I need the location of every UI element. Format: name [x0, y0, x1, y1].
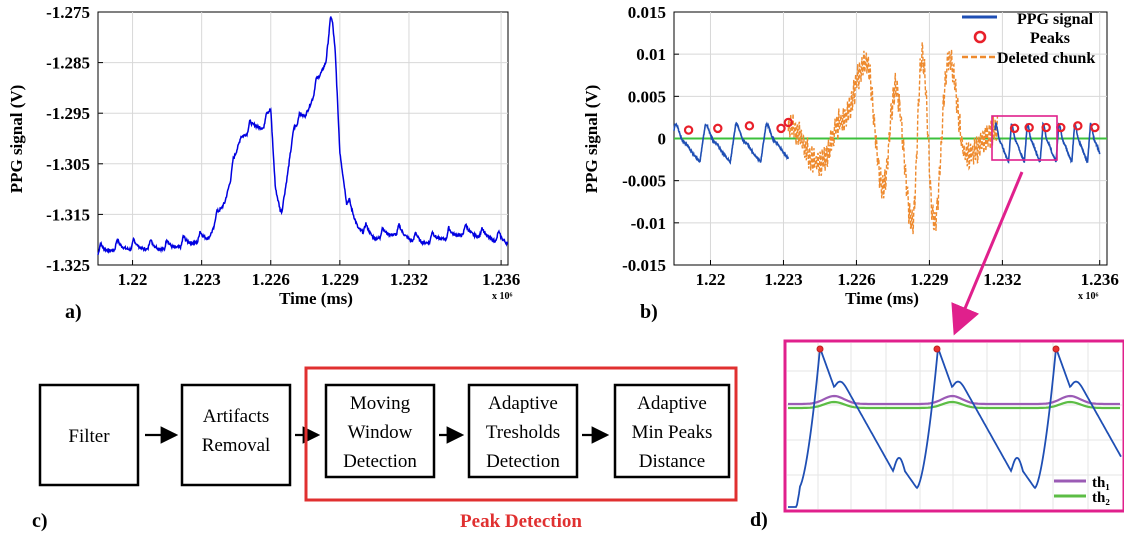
b-ytick-label: 0: [658, 130, 667, 149]
panel-a-plot-area: [97, 11, 509, 266]
peak-marker: [776, 123, 786, 134]
a-xtick-label: 1.226: [252, 270, 290, 289]
b-xtick-label: 1.223: [764, 270, 802, 289]
panel-b-ppg-line-left: [673, 121, 790, 165]
a-ytick-label: -1.275: [46, 3, 90, 22]
panel-d-peak-marker: [1052, 345, 1060, 353]
peak-marker: [744, 121, 755, 131]
box-moving-window-line3: Detection: [343, 451, 417, 472]
box-adaptive-tresholds-detection: [467, 383, 579, 479]
peak-marker: [713, 123, 723, 134]
peak-marker: [1024, 122, 1034, 133]
b-xtick-label: 1.232: [983, 270, 1021, 289]
a-ytick-label: -1.315: [46, 205, 90, 224]
legend-deleted-chunk-label: Deleted chunk: [997, 50, 1095, 67]
a-xtick-label: 1.229: [321, 270, 359, 289]
b-xtick-label: 1.229: [910, 270, 948, 289]
peak-marker: [783, 117, 794, 128]
panel-a-y-ticks: -1.275 -1.285 -1.295 -1.305 -1.315 -1.325: [46, 3, 90, 275]
panel-a: -1.275 -1.285 -1.295 -1.305 -1.315 -1.325 1.2…: [7, 3, 520, 323]
box-filter: [38, 383, 140, 487]
b-ytick-label: 0.015: [628, 3, 666, 22]
peak-marker: [1090, 122, 1100, 133]
panel-a-xlabel: Time (ms): [279, 289, 353, 308]
panel-b-deleted-chunk-line: [787, 42, 999, 235]
b-ytick-label: -0.015: [622, 256, 666, 275]
legend-ppg-signal-label: PPG signal: [1017, 11, 1094, 28]
box-adaptive-tresholds-line2: Tresholds: [486, 422, 560, 443]
b-xtick-label: 1.226: [837, 270, 875, 289]
panel-b-highlight-box: [991, 115, 1058, 161]
panel-d-label: d): [750, 509, 768, 531]
b-ytick-label: -0.01: [631, 214, 666, 233]
b-xtick-label: 1.236: [1081, 270, 1119, 289]
panel-d-frame: [783, 339, 1124, 513]
panel-d-grid: [787, 343, 1122, 509]
peak-marker: [1009, 123, 1020, 134]
panel-d-peaks: [816, 345, 1060, 353]
panel-d-peak-marker: [933, 345, 941, 353]
box-min-peaks-line3: Distance: [639, 451, 705, 472]
legend-th2-label: th₂: [1092, 490, 1110, 506]
panel-d-th1-line: [788, 394, 1120, 406]
panel-b-xlabel: Time (ms): [845, 289, 919, 308]
b-ytick-label: 0.01: [636, 45, 666, 64]
a-xtick-label: 1.236: [482, 270, 520, 289]
panel-b-x-multiplier: x 10⁶: [1078, 291, 1099, 302]
box-moving-window-detection: [324, 383, 436, 479]
a-xtick-label: 1.223: [183, 270, 221, 289]
box-filter-label: Filter: [68, 426, 110, 447]
panel-a-x-multiplier: x 10⁶: [492, 291, 513, 302]
zoom-arrow: [951, 171, 1024, 336]
a-ytick-label: -1.285: [46, 54, 90, 73]
box-artifacts-removal-line2: Removal: [202, 435, 271, 456]
panel-b-ylabel: PPG signal (V): [582, 85, 601, 194]
box-adaptive-tresholds-line1: Adaptive: [488, 393, 558, 414]
panel-a-x-ticks: 1.22 1.223 1.226 1.229 1.232 1.236: [118, 270, 521, 289]
panel-b-x-ticks: 1.22 1.223 1.226 1.229 1.232 1.236: [696, 270, 1119, 289]
panel-a-label: a): [65, 301, 82, 323]
box-adaptive-tresholds-line3: Detection: [486, 451, 560, 472]
panel-d-th2-line: [788, 400, 1120, 410]
a-ytick-label: -1.305: [46, 155, 90, 174]
box-min-peaks-line1: Adaptive: [637, 393, 707, 414]
b-ytick-label: -0.005: [622, 172, 666, 191]
panel-b-y-ticks: 0.015 0.01 0.005 0 -0.005 -0.01 -0.015: [622, 3, 666, 275]
panel-d-ppg-line: [788, 347, 1122, 508]
box-moving-window-line2: Window: [348, 422, 413, 443]
b-ytick-label: 0.005: [628, 87, 666, 106]
peak-marker: [683, 125, 694, 135]
panel-a-ylabel: PPG signal (V): [7, 85, 26, 194]
b-xtick-label: 1.22: [696, 270, 726, 289]
legend-peaks-label: Peaks: [1030, 30, 1070, 47]
legend-th1-label: th₁: [1092, 475, 1110, 491]
a-xtick-label: 1.22: [118, 270, 148, 289]
peak-detection-group: [304, 366, 738, 502]
peak-detection-label: Peak Detection: [460, 511, 582, 532]
panel-d: th₁ th₂ d): [750, 339, 1124, 531]
panel-d-peak-marker: [816, 345, 824, 353]
box-moving-window-line1: Moving: [350, 393, 411, 414]
panel-b-peaks: [683, 117, 1100, 135]
a-xtick-label: 1.232: [390, 270, 428, 289]
panel-b-label: b): [640, 301, 658, 323]
a-ytick-label: -1.325: [46, 256, 90, 275]
box-artifacts-removal-line1: Artifacts: [203, 406, 269, 427]
legend-peaks-swatch: [973, 30, 987, 44]
box-artifacts-removal: [180, 383, 292, 487]
panel-c: Filter Artifacts Removal Moving Window D…: [32, 366, 738, 532]
panel-b-legend: PPG signal Peaks Deleted chunk: [962, 11, 1095, 67]
box-adaptive-min-peaks-distance: [613, 383, 731, 479]
a-ytick-label: -1.295: [46, 104, 90, 123]
peak-marker: [1041, 122, 1051, 133]
box-min-peaks-line2: Min Peaks: [632, 422, 713, 443]
peak-marker: [1073, 121, 1083, 131]
panel-c-label: c): [32, 510, 48, 532]
panel-a-ppg-line: [97, 16, 509, 256]
